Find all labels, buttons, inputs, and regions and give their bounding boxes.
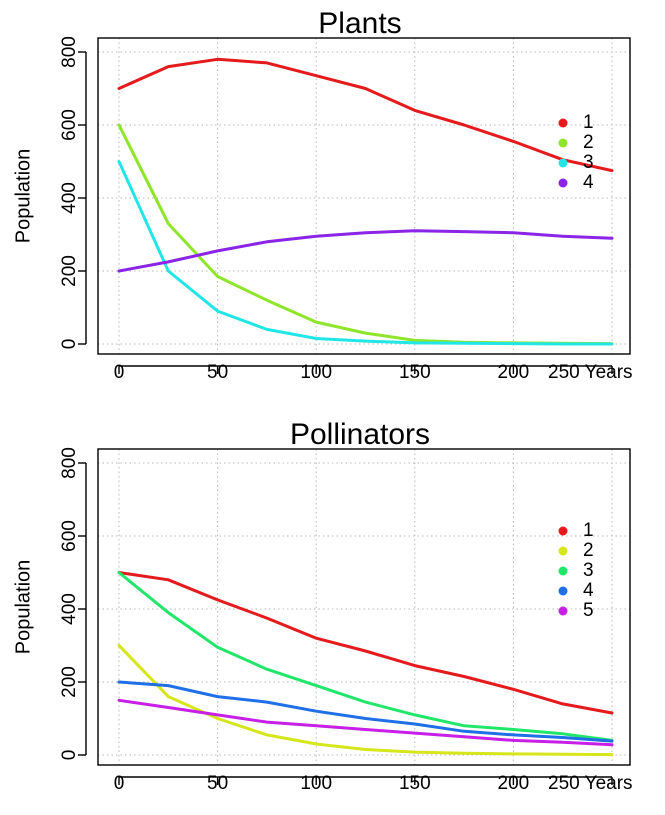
chart-title: Pollinators	[290, 418, 430, 451]
x-tick-label: 200	[498, 362, 530, 383]
x-tick-label: 150	[399, 362, 431, 383]
legend-label-3: 3	[583, 152, 594, 173]
series-line-5	[117, 698, 614, 747]
legend-marker-2	[558, 138, 568, 148]
x-tick-label: 100	[300, 362, 332, 383]
series-line-1	[117, 57, 614, 173]
legend-marker-4	[558, 178, 568, 188]
y-tick-label: 600	[59, 109, 80, 141]
y-tick-label: 0	[59, 339, 80, 350]
x-tick-label: 200	[498, 773, 530, 794]
legend-label-3: 3	[583, 560, 594, 581]
legend-label-1: 1	[583, 112, 594, 133]
legend-label-2: 2	[583, 132, 594, 153]
legend-label-4: 4	[583, 172, 594, 193]
legend-marker-3	[558, 158, 568, 168]
y-tick-label: 400	[59, 593, 80, 625]
legend-marker-1	[558, 118, 568, 128]
series-line-3	[117, 571, 614, 742]
plants-panel: Plants 0 50 100 150 200 250 Years 0 200 400 600 800…	[12, 7, 632, 383]
pollinators-panel: Pollinators 0 50 100 150 200 250 Years 0 200 400 6…	[12, 418, 632, 794]
series-line-3	[117, 160, 614, 346]
plot-frame	[97, 448, 631, 766]
legend-label-4: 4	[583, 580, 594, 601]
x-tick-label: 50	[207, 362, 228, 383]
legend-marker-4	[558, 586, 568, 596]
y-axis-label: Population	[12, 560, 34, 655]
y-tick-label: 800	[59, 447, 80, 479]
legend-label-1: 1	[583, 520, 594, 541]
x-tick-label: 150	[399, 773, 431, 794]
series-line-4	[117, 680, 614, 743]
legend-marker-3	[558, 566, 568, 576]
y-tick-label: 0	[59, 750, 80, 761]
x-tick-label: 0	[114, 362, 125, 383]
series-line-4	[117, 229, 614, 273]
x-tick-label: 0	[114, 773, 125, 794]
y-tick-label: 200	[59, 666, 80, 698]
y-tick-label: 600	[59, 520, 80, 552]
legend-marker-1	[558, 526, 568, 536]
y-tick-label: 400	[59, 182, 80, 214]
series-line-2	[117, 644, 614, 757]
legend-marker-5	[558, 606, 568, 616]
legend-label-5: 5	[583, 600, 594, 621]
x-tick-label: 250 Years	[548, 362, 633, 383]
y-tick-label: 200	[59, 255, 80, 287]
y-axis-label: Population	[12, 149, 34, 244]
legend-marker-2	[558, 546, 568, 556]
series-line-1	[117, 571, 614, 715]
y-tick-label: 800	[59, 36, 80, 68]
plot-frame	[97, 37, 631, 355]
x-tick-label: 250 Years	[548, 773, 633, 794]
chart-title: Plants	[318, 7, 401, 40]
x-tick-label: 100	[300, 773, 332, 794]
x-tick-label: 50	[207, 773, 228, 794]
legend-label-2: 2	[583, 540, 594, 561]
